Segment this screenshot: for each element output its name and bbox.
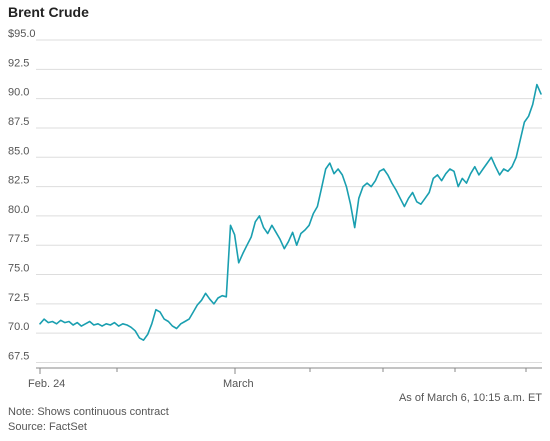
chart-note: Note: Shows continuous contract	[8, 406, 169, 418]
y-tick-label: $95.0	[8, 28, 36, 40]
y-tick-label: 92.5	[8, 57, 29, 69]
y-tick-label: 72.5	[8, 292, 29, 304]
y-tick-label: 90.0	[8, 87, 29, 99]
y-tick-label: 67.5	[8, 351, 29, 363]
y-tick-label: 82.5	[8, 175, 29, 187]
y-tick-label: 85.0	[8, 145, 29, 157]
x-tick-label: March	[223, 378, 254, 390]
x-tick-label: Feb. 24	[28, 378, 65, 390]
chart-title: Brent Crude	[8, 4, 89, 20]
chart-source: Source: FactSet	[8, 421, 87, 433]
y-tick-label: 87.5	[8, 116, 29, 128]
as-of-timestamp: As of March 6, 10:15 a.m. ET	[398, 392, 542, 404]
y-tick-label: 77.5	[8, 233, 29, 245]
y-tick-label: 70.0	[8, 321, 29, 333]
y-tick-label: 75.0	[8, 263, 29, 275]
brent-price-line	[39, 83, 542, 342]
y-tick-label: 80.0	[8, 204, 29, 216]
